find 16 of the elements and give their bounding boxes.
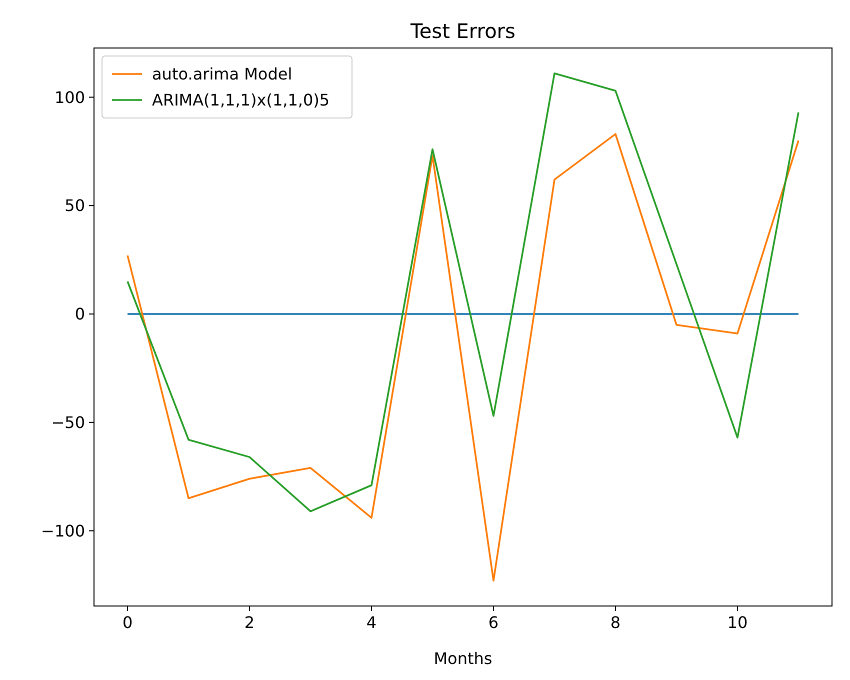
- x-tick-label: 6: [488, 613, 499, 632]
- x-tick-label: 10: [727, 613, 748, 632]
- legend-label: ARIMA(1,1,1)x(1,1,0)5: [152, 90, 330, 110]
- x-axis-title: Months: [434, 649, 492, 668]
- y-tick-label: −100: [41, 521, 85, 540]
- x-tick-label: 8: [610, 613, 621, 632]
- y-tick-label: 0: [74, 304, 85, 324]
- chart-title: Test Errors: [410, 19, 516, 43]
- y-tick-label: 100: [54, 88, 85, 107]
- x-tick-label: 0: [122, 613, 133, 632]
- x-tick-label: 2: [244, 613, 255, 632]
- y-tick-label: 50: [64, 196, 85, 216]
- x-tick-label: 4: [366, 613, 377, 632]
- y-tick-label: −50: [51, 412, 85, 432]
- legend-label: auto.arima Model: [152, 64, 292, 84]
- line-series: [126, 133, 800, 582]
